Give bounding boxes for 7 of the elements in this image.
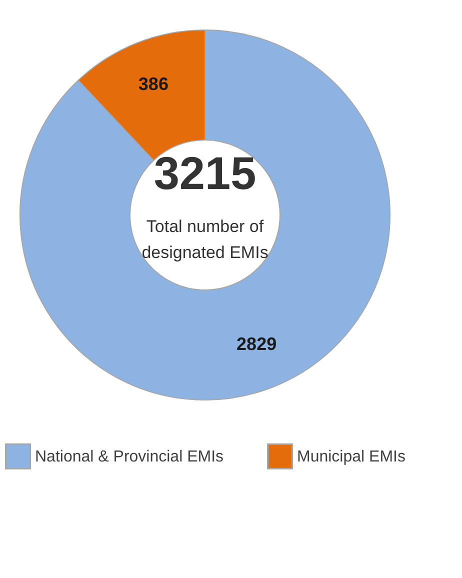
text: 3215	[154, 147, 256, 199]
data-label: 2829	[236, 334, 277, 354]
legend-label: Municipal EMIs	[297, 448, 406, 466]
text: Total number of designated EMIs	[142, 217, 268, 262]
donut-slice	[20, 30, 390, 400]
data-label: 386	[138, 74, 168, 94]
legend-label: National & Provincial EMIs	[35, 448, 224, 466]
